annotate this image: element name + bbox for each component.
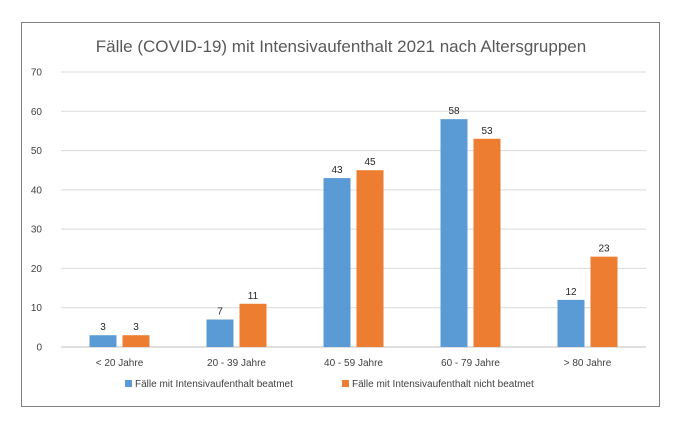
data-label: 12 bbox=[565, 287, 577, 298]
gridlines bbox=[61, 71, 646, 348]
data-label: 7 bbox=[217, 307, 223, 318]
chart-frame: Fälle (COVID-19) mit Intensivaufenthalt … bbox=[21, 22, 660, 407]
data-label: 53 bbox=[481, 126, 493, 137]
category-label: 60 - 79 Jahre bbox=[441, 358, 500, 369]
legend: Fälle mit Intensivaufenthalt beatmet Fäll… bbox=[125, 379, 534, 390]
data-label: 11 bbox=[248, 291, 259, 302]
x-axis-categories: < 20 Jahre 20 - 39 Jahre 40 - 59 Jahre 60 -… bbox=[96, 358, 612, 369]
bar-chart: Fälle (COVID-19) mit Intensivaufenthalt … bbox=[31, 37, 646, 390]
bar-nicht-beatmet bbox=[590, 256, 618, 347]
legend-swatch bbox=[125, 380, 132, 387]
y-tick-label: 20 bbox=[31, 264, 43, 275]
data-label: 58 bbox=[448, 106, 460, 117]
data-label: 3 bbox=[133, 322, 139, 333]
bar-nicht-beatmet bbox=[356, 170, 384, 347]
y-tick-label: 60 bbox=[31, 107, 43, 118]
legend-entry: Fälle mit Intensivaufenthalt beatmet bbox=[135, 379, 293, 390]
bar-beatmet bbox=[557, 299, 585, 347]
data-label: 43 bbox=[331, 165, 343, 176]
legend-entry: Fälle mit Intensivaufenthalt nicht beatm… bbox=[352, 379, 534, 390]
category-label: < 20 Jahre bbox=[96, 358, 144, 369]
legend-swatch bbox=[342, 380, 349, 387]
category-label: > 80 Jahre bbox=[564, 358, 612, 369]
bar-nicht-beatmet bbox=[239, 303, 267, 347]
y-tick-label: 50 bbox=[31, 146, 43, 157]
category-label: 20 - 39 Jahre bbox=[207, 358, 266, 369]
bar-beatmet bbox=[206, 319, 234, 347]
data-label: 23 bbox=[598, 244, 610, 255]
y-axis-ticks: 0 10 20 30 40 50 60 70 bbox=[31, 68, 43, 354]
bar-beatmet bbox=[89, 335, 117, 347]
data-label: 3 bbox=[100, 322, 106, 333]
bar-nicht-beatmet bbox=[122, 335, 150, 347]
bar-nicht-beatmet bbox=[473, 138, 501, 347]
bar-beatmet bbox=[323, 178, 351, 347]
y-tick-label: 40 bbox=[31, 185, 43, 196]
y-tick-label: 0 bbox=[36, 343, 42, 354]
bar-beatmet bbox=[440, 119, 468, 348]
y-tick-label: 70 bbox=[31, 68, 43, 79]
chart-title: Fälle (COVID-19) mit Intensivaufenthalt … bbox=[96, 37, 586, 56]
data-labels: 3 3 7 11 43 45 58 53 12 23 bbox=[100, 106, 610, 333]
category-label: 40 - 59 Jahre bbox=[324, 358, 383, 369]
bars bbox=[89, 119, 618, 348]
y-tick-label: 10 bbox=[31, 303, 43, 314]
y-tick-label: 30 bbox=[31, 225, 43, 236]
data-label: 45 bbox=[364, 157, 376, 168]
